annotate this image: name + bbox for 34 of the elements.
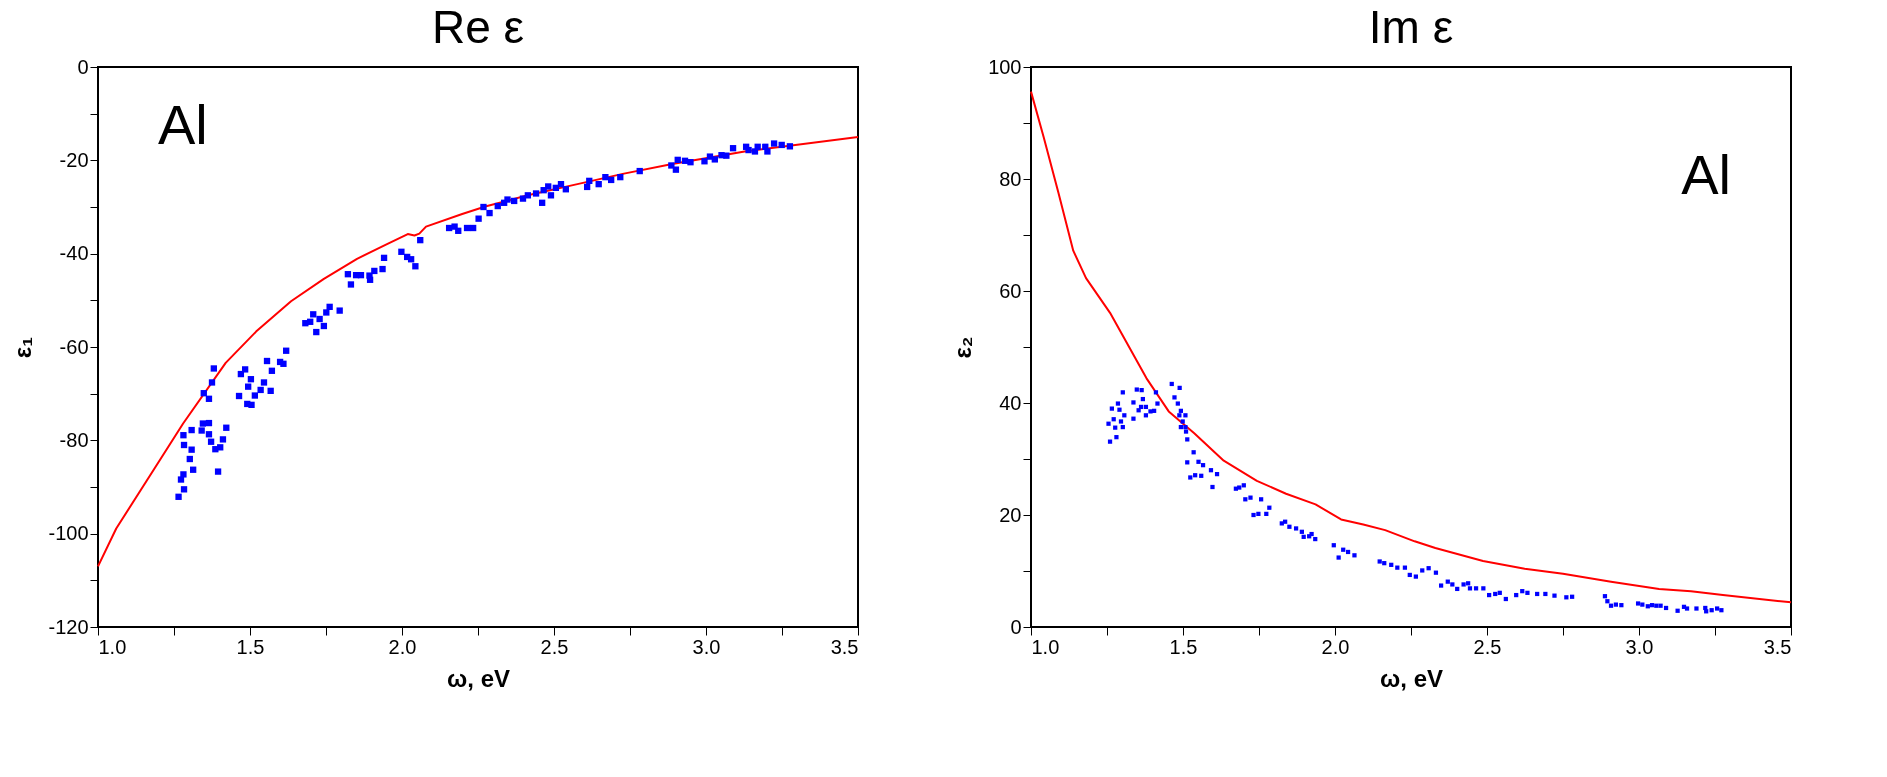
x-tick-label: 2.5 — [540, 635, 569, 658]
x-tick-label: 3.0 — [1625, 635, 1654, 658]
y-tick-label: -100 — [48, 522, 89, 545]
y-tick-label: -120 — [48, 615, 89, 638]
x-tick-label: 1.5 — [236, 635, 265, 658]
x-tick-label: 3.5 — [830, 635, 859, 658]
x-tick-label: 2.5 — [1473, 635, 1502, 658]
y-axis-title: ε₁ — [9, 336, 37, 359]
x-tick-label: 3.0 — [692, 635, 721, 658]
chart-title: Re ε — [431, 1, 525, 53]
x-tick-label: 1.0 — [98, 635, 127, 658]
x-axis-title: ω, eV — [447, 664, 510, 692]
chart-title: Im ε — [1368, 1, 1454, 53]
y-tick-label: -40 — [59, 242, 89, 265]
y-tick-label: -20 — [59, 148, 89, 171]
y-axis-title: ε₂ — [949, 336, 977, 359]
x-axis-title: ω, eV — [1380, 664, 1443, 692]
x-tick-label: 3.5 — [1763, 635, 1792, 658]
y-tick-label: -80 — [59, 428, 89, 451]
x-tick-label: 1.0 — [1031, 635, 1060, 658]
y-tick-label: 100 — [988, 55, 1022, 78]
x-tick-label: 2.0 — [388, 635, 417, 658]
line-series — [1030, 90, 1792, 604]
x-tick-label: 1.5 — [1169, 635, 1198, 658]
x-tick-label: 2.0 — [1321, 635, 1350, 658]
annotation: Al — [158, 93, 208, 156]
y-tick-label: 20 — [999, 503, 1022, 526]
y-tick-label: 60 — [999, 279, 1022, 302]
y-tick-label: -60 — [59, 335, 89, 358]
annotation: Al — [1681, 143, 1731, 206]
y-tick-label: 0 — [77, 55, 89, 78]
y-tick-label: 40 — [999, 391, 1022, 414]
y-tick-label: 0 — [1010, 615, 1022, 638]
y-tick-label: 80 — [999, 167, 1022, 190]
